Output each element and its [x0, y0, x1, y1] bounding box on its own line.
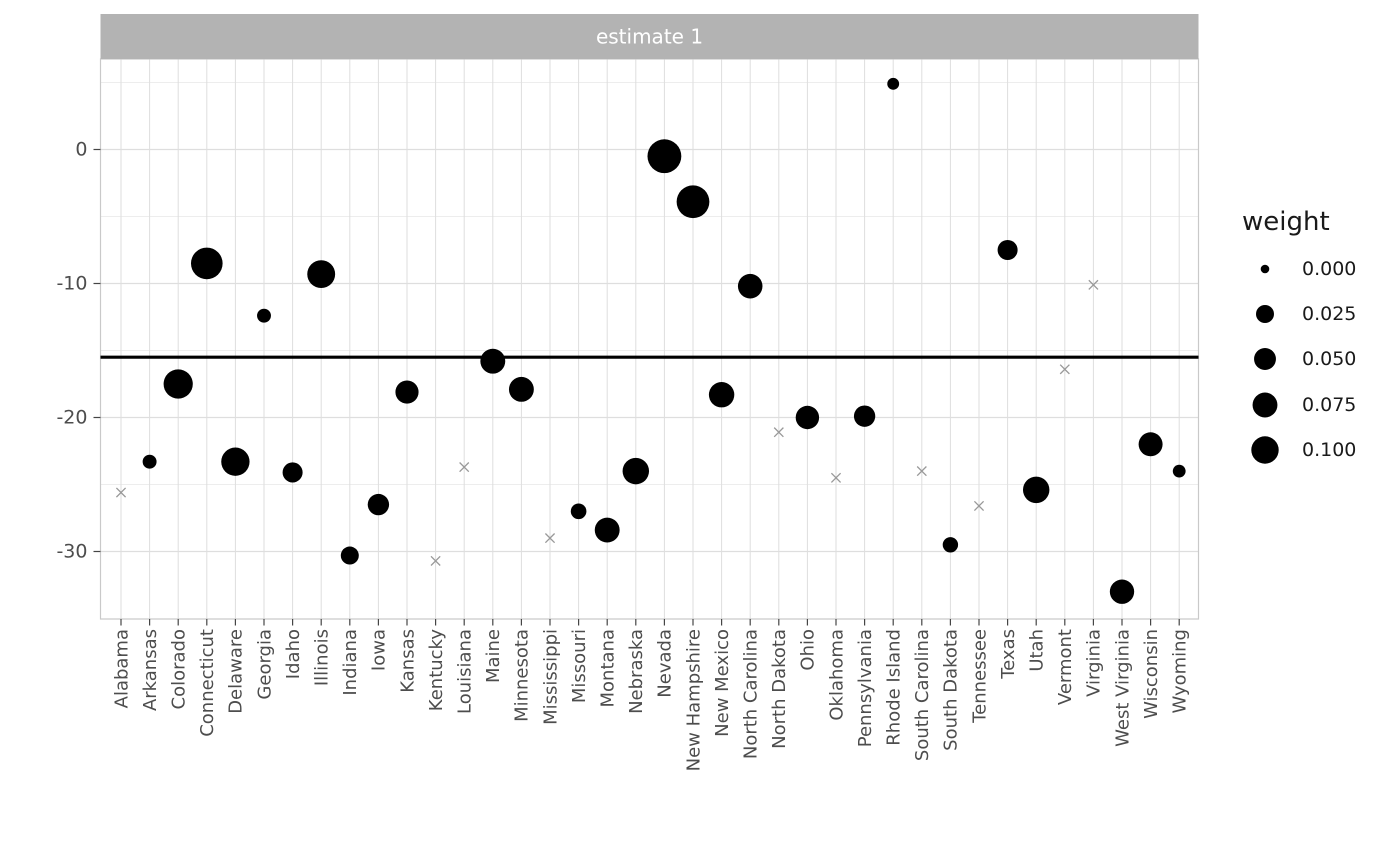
x-axis-label: Connecticut: [197, 629, 218, 737]
x-axis-label: Wisconsin: [1141, 629, 1162, 719]
data-point: [367, 493, 390, 516]
data-point: [163, 369, 193, 399]
x-axis-label: Missouri: [569, 629, 590, 703]
data-point: [508, 376, 534, 402]
legend-label: 0.075: [1302, 394, 1356, 416]
x-axis-label: Oklahoma: [826, 629, 847, 721]
x-axis-label: Arkansas: [140, 629, 161, 711]
plot-panel: [100, 59, 1199, 619]
legend-symbol: [1252, 392, 1278, 418]
data-point: [795, 405, 820, 430]
data-point: [340, 546, 359, 565]
data-point: [221, 447, 250, 476]
legend-label: 0.000: [1302, 258, 1356, 280]
data-point: [676, 185, 710, 219]
data-point: [1172, 464, 1186, 478]
y-axis-label: 0: [75, 139, 87, 161]
x-axis-label: North Carolina: [741, 629, 762, 759]
data-point: [142, 454, 157, 469]
x-axis-label: Illinois: [312, 629, 333, 686]
zero-weight-marker: [773, 427, 784, 438]
legend-label: 0.100: [1302, 439, 1356, 461]
x-axis-label: Ohio: [798, 629, 819, 671]
data-point: [737, 273, 763, 299]
x-axis-label: Kansas: [397, 629, 418, 693]
zero-weight-marker: [115, 487, 127, 498]
zero-weight-marker: [830, 472, 842, 483]
legend-symbol: [1256, 305, 1274, 323]
legend-label: 0.025: [1302, 303, 1356, 325]
x-axis-label: Nebraska: [626, 629, 647, 714]
y-axis-label: -10: [56, 273, 87, 295]
x-axis-label: New Mexico: [712, 629, 733, 737]
x-axis-label: Wyoming: [1170, 629, 1191, 714]
x-axis-label: Indiana: [340, 629, 361, 696]
x-axis-label: Nevada: [655, 629, 676, 698]
zero-weight-marker: [1088, 279, 1099, 290]
x-axis-label: West Virginia: [1112, 629, 1133, 747]
legend-symbol: [1254, 348, 1276, 370]
facet-title: estimate 1: [596, 25, 703, 49]
zero-weight-marker: [1059, 364, 1070, 375]
data-point: [1138, 432, 1163, 457]
data-point: [480, 348, 506, 374]
zero-weight-marker: [916, 466, 927, 477]
data-point: [997, 239, 1018, 261]
x-axis-label: North Dakota: [769, 629, 790, 749]
facet-strip: [100, 14, 1199, 59]
x-axis-label: Colorado: [168, 629, 189, 709]
x-axis-label: Delaware: [226, 629, 247, 714]
data-point: [853, 405, 876, 427]
data-point: [594, 517, 620, 543]
x-axis-label: Mississippi: [540, 629, 561, 725]
x-axis-label: Alabama: [111, 629, 132, 708]
legend-symbol: [1251, 436, 1279, 464]
x-axis-label: Montana: [598, 629, 619, 707]
data-point: [307, 260, 336, 289]
zero-weight-marker: [544, 533, 556, 544]
x-axis-label: Texas: [998, 629, 1019, 680]
data-point: [647, 139, 682, 174]
x-axis-label: Pennsylvania: [855, 629, 876, 747]
x-axis-label: South Carolina: [912, 629, 933, 761]
data-point: [1022, 476, 1050, 504]
data-point: [570, 503, 587, 520]
x-axis-label: Louisiana: [455, 629, 476, 714]
x-axis-label: South Dakota: [941, 629, 962, 751]
data-point: [1109, 579, 1135, 604]
y-axis-label: -20: [56, 407, 87, 429]
x-axis-label: Tennessee: [969, 629, 990, 724]
legend-title: weight: [1242, 207, 1330, 237]
x-axis-label: Vermont: [1055, 629, 1076, 705]
x-axis-label: Iowa: [369, 629, 390, 671]
data-point: [282, 462, 303, 483]
y-axis-label: -30: [56, 541, 87, 563]
x-axis-label: New Hampshire: [683, 629, 704, 771]
x-axis-label: Idaho: [283, 629, 304, 679]
legend-symbol: [1260, 264, 1270, 274]
legend-label: 0.050: [1302, 348, 1356, 370]
data-point: [257, 308, 271, 323]
x-axis-label: Maine: [483, 629, 504, 683]
x-axis-label: Kentucky: [426, 629, 447, 712]
x-axis-label: Rhode Island: [884, 629, 905, 746]
data-point: [942, 537, 959, 553]
data-point: [622, 457, 650, 485]
data-point: [708, 382, 735, 408]
data-point: [395, 380, 419, 404]
zero-weight-marker: [430, 555, 441, 566]
zero-weight-marker: [973, 500, 985, 511]
zero-weight-marker: [459, 462, 470, 473]
data-point: [887, 77, 900, 90]
x-axis-label: Georgia: [254, 629, 275, 700]
x-axis-label: Utah: [1027, 629, 1048, 672]
data-point: [190, 247, 223, 280]
x-axis-label: Minnesota: [512, 629, 533, 722]
x-axis-label: Virginia: [1084, 629, 1105, 697]
